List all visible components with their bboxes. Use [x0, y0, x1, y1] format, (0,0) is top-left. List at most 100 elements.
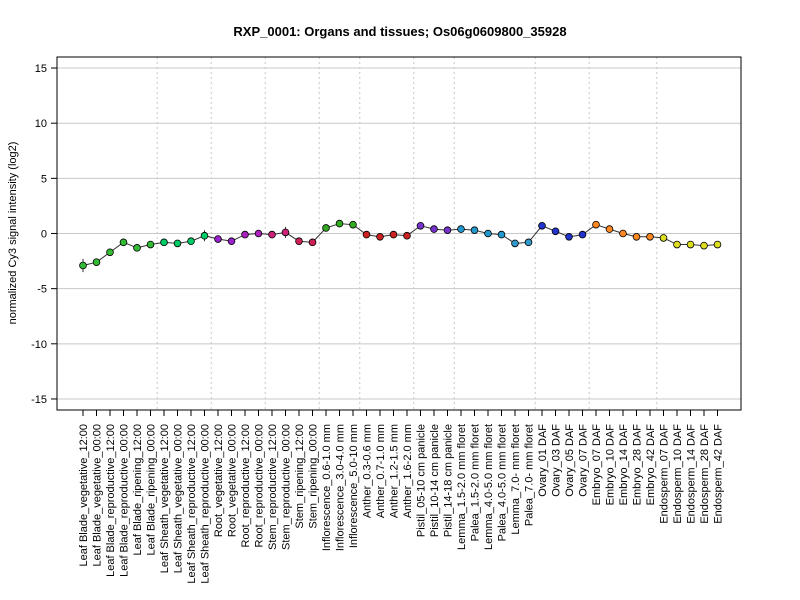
data-point: [119, 238, 128, 247]
data-point: [254, 229, 263, 238]
data-point: [430, 225, 438, 233]
data-point: [619, 229, 627, 238]
data-point: [376, 233, 384, 241]
data-point: [349, 220, 357, 229]
data-points: [79, 219, 722, 273]
data-point: [497, 230, 506, 239]
x-tick-label: Ovary_05 DAF: [564, 424, 576, 497]
x-tick-label: Anther_0.3-0.6 mm: [362, 424, 374, 518]
x-tick-label: Leaf Blade_reproductive_00:00: [119, 424, 131, 577]
x-tick-label: Endosperm_10 DAF: [672, 424, 684, 524]
data-point: [362, 230, 371, 239]
x-tick-label: Leaf Blade_vegetative_12:00: [78, 424, 90, 567]
data-point: [659, 234, 668, 242]
x-tick-label: Ovary_07 DAF: [578, 424, 590, 497]
data-point: [389, 230, 398, 239]
data-point: [700, 241, 708, 250]
data-point: [146, 240, 155, 249]
x-tick-label: Root_vegetative_00:00: [227, 424, 239, 537]
data-point: [673, 240, 681, 249]
x-tick-label: Stem_ripening_12:00: [294, 424, 306, 529]
x-tick-label: Leaf Blade_ripening_12:00: [132, 424, 144, 556]
y-tick-label: 15: [35, 63, 47, 75]
data-point: [403, 231, 411, 240]
y-tick-label: 0: [41, 229, 47, 241]
x-tick-label: Embryo_42 DAF: [645, 424, 657, 506]
data-point: [551, 227, 560, 236]
x-tick-label: Leaf Blade_vegetative_00:00: [92, 424, 104, 567]
data-point: [322, 224, 330, 232]
x-tick-label: Endosperm_14 DAF: [686, 424, 698, 524]
data-point: [79, 261, 87, 270]
data-point: [565, 233, 573, 241]
x-tick-label: Ovary_03 DAF: [551, 424, 563, 497]
x-tick-label: Endosperm_07 DAF: [659, 424, 671, 524]
x-tick-label: Palea_7.0- mm floret: [524, 424, 536, 526]
x-tick-label: Root_reproductive_12:00: [240, 424, 252, 548]
y-tick-label: -10: [31, 339, 47, 351]
y-tick-label: 5: [41, 173, 47, 185]
x-tick-label: Anther_1.6-2.0 mm: [402, 424, 414, 518]
x-tick-label: Pistil_05-10 cm panicle: [416, 424, 428, 537]
x-tick-label: Lemma_7.0- mm floret: [510, 424, 522, 535]
x-tick-label: Embryo_14 DAF: [618, 424, 630, 506]
data-point: [92, 258, 101, 266]
x-tick-label: Leaf Sheath_vegetative_12:00: [159, 424, 171, 573]
x-tick-label: Leaf Sheath_vegetative_00:00: [173, 424, 185, 573]
x-tick-label: Pistil_14-18 cm panicle: [443, 424, 455, 537]
x-tick-label: Stem_ripening_00:00: [308, 424, 320, 529]
x-tick-label: Inflorescence_0.6-1.0 mm: [321, 424, 333, 551]
x-tick-label: Embryo_07 DAF: [591, 424, 603, 506]
data-point: [200, 231, 209, 240]
y-tick-label: -5: [37, 284, 47, 296]
x-tick-label: Anther_0.7-1.0 mm: [375, 424, 387, 518]
data-point: [335, 219, 344, 228]
data-point: [281, 228, 290, 237]
x-tick-label: Leaf Blade_reproductive_12:00: [105, 424, 117, 577]
x-tick-label: Lemma_1.5-2.0 mm floret: [456, 424, 468, 550]
data-point: [106, 248, 114, 257]
data-point: [484, 229, 492, 238]
chart-title: RXP_0001: Organs and tissues; Os06g06098…: [233, 24, 566, 39]
y-tick-label: 10: [35, 118, 47, 130]
x-tick-label: Embryo_28 DAF: [632, 424, 644, 506]
data-point: [592, 220, 600, 229]
data-point: [187, 237, 195, 246]
data-point: [686, 240, 695, 249]
y-axis-label: normalized Cy3 signal intensity (log2): [7, 142, 19, 325]
x-tick-label: Endosperm_28 DAF: [699, 424, 711, 524]
data-point: [713, 240, 722, 249]
data-point: [632, 233, 641, 241]
x-tick-label: Anther_1.2-1.5 mm: [389, 424, 401, 518]
x-tick-label: Pistil_10-14 cm panicle: [429, 424, 441, 537]
data-point: [308, 238, 317, 247]
x-tick-labels: Leaf Blade_vegetative_12:00 Leaf Blade_ve…: [78, 424, 725, 584]
data-point: [646, 233, 654, 241]
x-tick-label: Leaf Blade_ripening_00:00: [146, 424, 158, 556]
x-tick-label: Stem_reproductive_12:00: [267, 424, 279, 550]
x-tick-label: Lemma_4.0-5.0 mm floret: [483, 424, 495, 550]
data-point: [416, 221, 425, 230]
x-tick-label: Stem_reproductive_00:00: [281, 424, 293, 550]
data-point: [295, 237, 303, 246]
data-point: [538, 221, 546, 230]
x-tick-label: Root_vegetative_12:00: [213, 424, 225, 537]
x-tick-label: Palea_4.0-5.0 mm floret: [497, 424, 509, 541]
data-point: [457, 225, 465, 233]
y-tick-label: -15: [31, 394, 47, 406]
x-tick-label: Palea_1.5-2.0 mm floret: [470, 424, 482, 541]
data-point: [605, 225, 614, 233]
data-point: [578, 230, 587, 239]
plot-frame: [56, 56, 742, 411]
axes: -15 -10 -5 0 5 10 15: [31, 63, 718, 416]
x-tick-label: Leaf Sheath_reproductive_12:00: [186, 424, 198, 584]
data-point: [214, 235, 222, 243]
data-point: [173, 239, 182, 248]
x-tick-label: Inflorescence_3.0-4.0 mm: [335, 424, 347, 551]
grid-lines: [57, 57, 741, 410]
data-point: [133, 244, 141, 252]
data-point: [443, 226, 452, 234]
data-point: [160, 238, 168, 247]
data-point: [470, 226, 479, 234]
